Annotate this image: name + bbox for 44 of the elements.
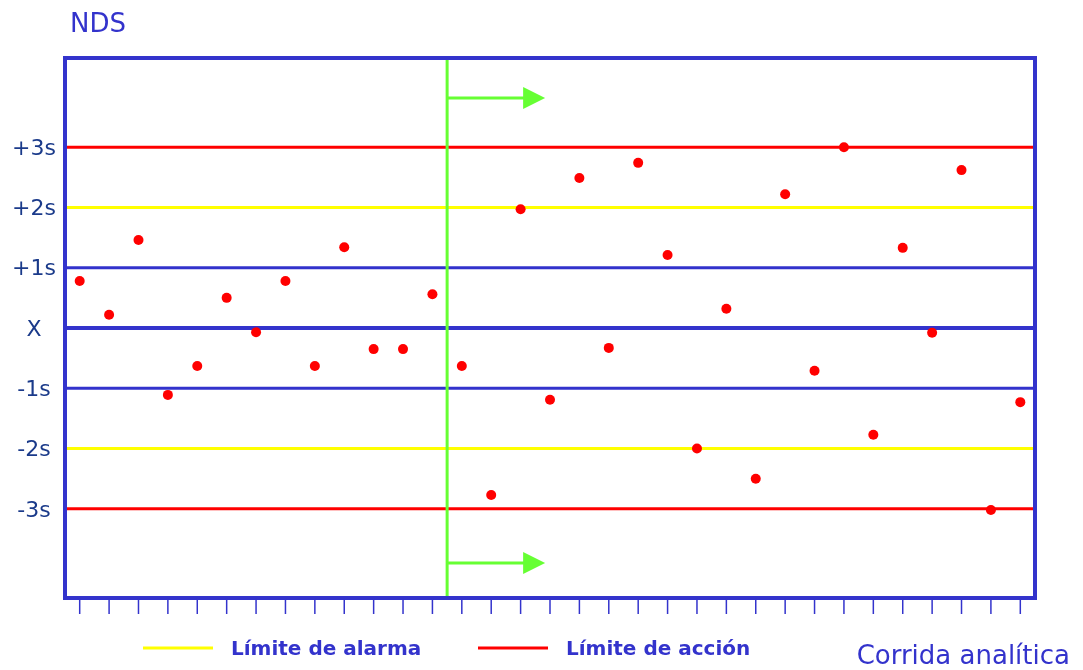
y-tick-label: +1s [12, 255, 56, 281]
point [545, 394, 555, 405]
point [838, 142, 849, 153]
point [221, 292, 232, 303]
y-tick-label: -3s [17, 496, 51, 522]
point [515, 204, 526, 215]
point [280, 275, 291, 286]
point [162, 389, 173, 400]
point [603, 342, 614, 353]
y-axis-title: NDS [70, 8, 126, 38]
point [1015, 397, 1026, 408]
point [251, 327, 262, 338]
point [868, 429, 879, 440]
legend-label: Límite de acción [566, 636, 751, 660]
point [192, 360, 203, 371]
point [691, 443, 702, 454]
point [809, 365, 820, 376]
y-tick-label: -2s [17, 436, 51, 462]
point [104, 309, 115, 320]
point [633, 157, 644, 168]
y-tick-label: +3s [12, 134, 56, 160]
y-tick-label: X [26, 315, 42, 341]
point [133, 235, 144, 246]
point [339, 242, 350, 253]
point [368, 344, 379, 355]
point [427, 289, 438, 300]
point [74, 275, 85, 286]
point [486, 489, 497, 500]
point [574, 172, 585, 183]
point [398, 344, 409, 355]
point [309, 360, 320, 371]
point [985, 505, 996, 516]
point [897, 242, 908, 253]
point [927, 327, 938, 338]
y-tick-label: +2s [12, 195, 56, 221]
point [780, 189, 791, 200]
point [456, 360, 467, 371]
point [721, 303, 732, 314]
x-axis-title: Corrida analítica [856, 640, 1070, 670]
point [956, 165, 967, 176]
point [750, 473, 761, 484]
y-tick-label: -1s [17, 375, 51, 401]
point [662, 250, 673, 261]
legend-label: Límite de alarma [231, 636, 422, 660]
